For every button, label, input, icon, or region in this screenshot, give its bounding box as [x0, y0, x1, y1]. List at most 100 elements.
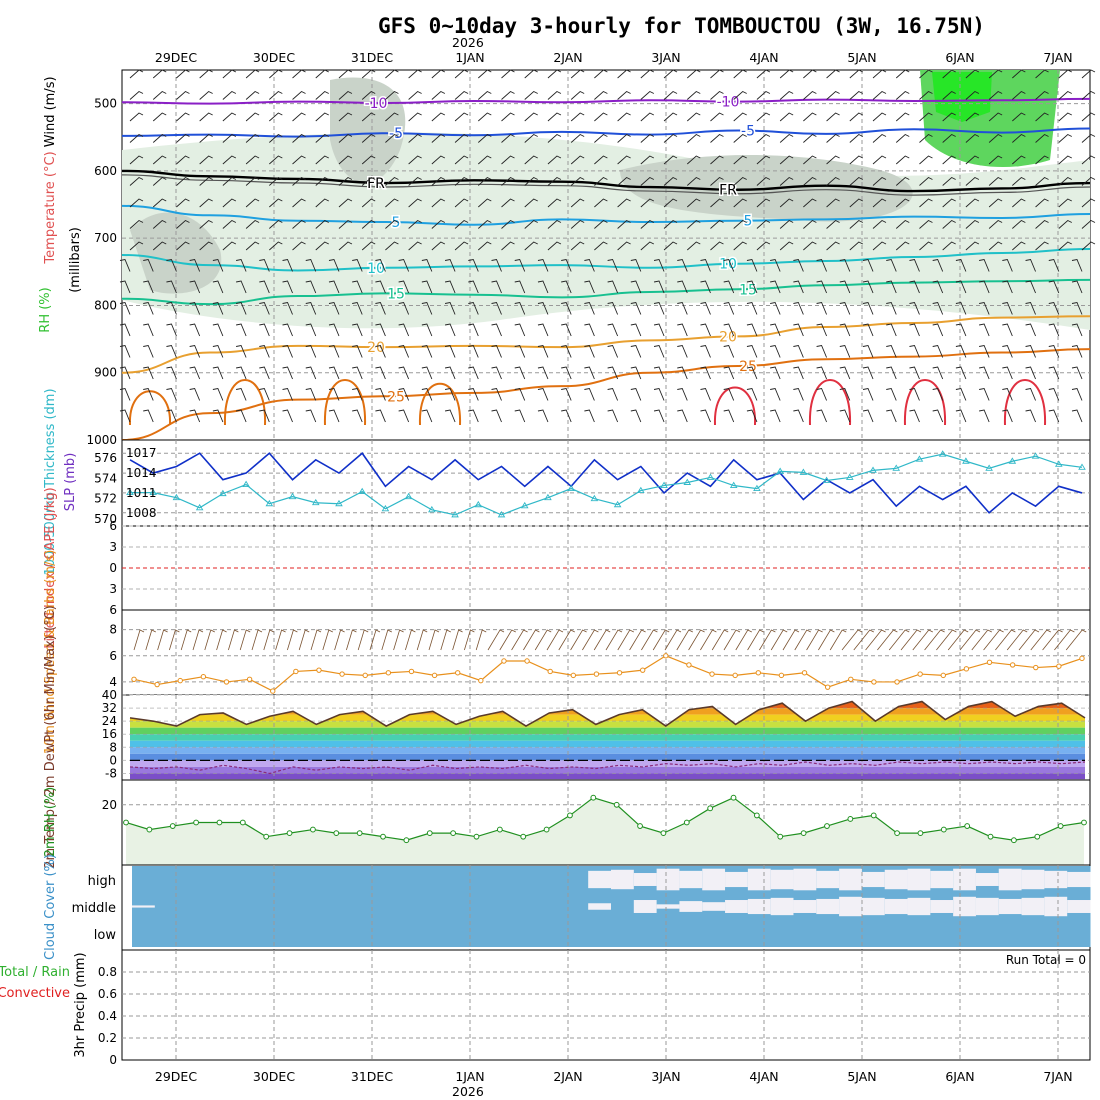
wind-barb [524, 219, 538, 229]
rh-marker [1034, 833, 1041, 840]
surface-wind-barb [700, 629, 717, 651]
wind-barb [779, 133, 794, 143]
wind-barb [245, 155, 260, 165]
wind-barb [431, 112, 446, 122]
wind-barb [640, 176, 655, 186]
cloud-cell [975, 920, 1000, 947]
thickness-marker [497, 510, 506, 518]
wind-barb [594, 69, 608, 79]
wind-barb [212, 366, 224, 380]
wind-speed-marker [1079, 655, 1085, 662]
temp-color-band [130, 721, 1085, 728]
wind-barb [872, 112, 887, 122]
wind-barb [491, 258, 502, 272]
temp2m-ylabel: 2m Temp / 2m DewPt (6hr Min/Max) (°C) [43, 605, 58, 868]
wind-speed-marker [431, 672, 438, 679]
wind-barb [222, 69, 237, 79]
wind-barb [979, 301, 990, 315]
cloud-cell-fill [930, 870, 954, 889]
wind-barb [222, 133, 237, 143]
wind-barb [1081, 112, 1096, 122]
surface-wind-barb [652, 629, 670, 651]
wind-speed-marker [1056, 663, 1062, 669]
panel-cape-li: 6 3 0 3 6 [109, 519, 1091, 617]
thickness-marker [683, 478, 692, 485]
cloud-cell [428, 920, 452, 947]
wind-barb [269, 112, 283, 122]
wind-barb [988, 133, 1003, 143]
temp-tick-label: 24 [102, 714, 117, 728]
wind-barb [547, 176, 562, 186]
surface-wind-barb [204, 629, 215, 651]
surface-wind-barb [605, 629, 623, 651]
wind-barb [756, 69, 771, 79]
wind-barb [514, 387, 526, 401]
wind-barb [176, 219, 190, 229]
wind-barb [862, 301, 874, 315]
wind-barb [1012, 133, 1026, 143]
rh-marker [940, 826, 947, 833]
surface-wind-barb [711, 629, 729, 651]
wind-barb [1012, 112, 1026, 122]
wind-barb [686, 198, 701, 208]
wind-barb [663, 69, 678, 79]
wind-barb [361, 219, 376, 229]
thickness-marker [288, 492, 297, 500]
wind-barb [166, 409, 177, 423]
wind-barb [816, 301, 828, 315]
wind-barb [176, 90, 190, 100]
isotherm-label: 5 [392, 215, 401, 231]
isotherm-10 [121, 247, 1091, 272]
wind-barb [431, 198, 446, 208]
wind-barb [501, 133, 515, 143]
wind-barb [212, 344, 224, 358]
surface-wind-barb [393, 629, 404, 651]
cloud-cell [268, 893, 293, 920]
precip-tick-label: 0.8 [98, 965, 117, 979]
wind-barb [444, 280, 456, 294]
wind-barb [537, 301, 549, 315]
wind-barb [686, 69, 701, 79]
wind-barb [129, 112, 144, 122]
cloud-cell [200, 866, 224, 893]
wind-barb [305, 323, 317, 337]
wind-barb [932, 366, 944, 380]
wind-barb [199, 133, 213, 143]
surface-wind-barb [1006, 629, 1028, 651]
wind-barb [849, 69, 864, 79]
wind-barb [756, 219, 771, 229]
wind-barb [746, 344, 758, 358]
cloud-cell [405, 920, 430, 947]
wind-barb [1071, 366, 1083, 380]
wind-barb [501, 155, 515, 165]
wind-barb [119, 409, 131, 423]
wind-barb [756, 176, 771, 186]
wind-barb [282, 301, 293, 315]
isotherm-label: 25 [387, 389, 405, 405]
surface-wind-barb [818, 629, 835, 651]
wind-barb [932, 344, 944, 358]
wind-barb [444, 409, 456, 423]
wind-barb [338, 112, 353, 122]
wind-barb [793, 280, 804, 294]
wind-barb [710, 69, 724, 79]
thickness-marker [915, 455, 924, 462]
wind-barb [1048, 258, 1060, 272]
cape-li-ylabel: Lifted Index / CAPE (J/kg) [43, 487, 58, 648]
wind-barb [663, 90, 678, 100]
wind-barb [1081, 69, 1096, 79]
wind-barb [700, 301, 711, 315]
cloud-cell-fill [747, 868, 772, 891]
wind-barb [398, 280, 410, 294]
wind-barb [444, 366, 456, 380]
cloud-cell [337, 893, 361, 920]
surface-wind-barb [475, 629, 487, 651]
rh-marker [824, 823, 830, 829]
date-label-bottom: 31DEC [351, 1069, 393, 1084]
wind-barb [909, 344, 920, 358]
wind-speed-marker [986, 659, 993, 666]
rh-marker [870, 812, 877, 819]
wind-barb [338, 241, 353, 251]
wind-barb [352, 387, 363, 401]
